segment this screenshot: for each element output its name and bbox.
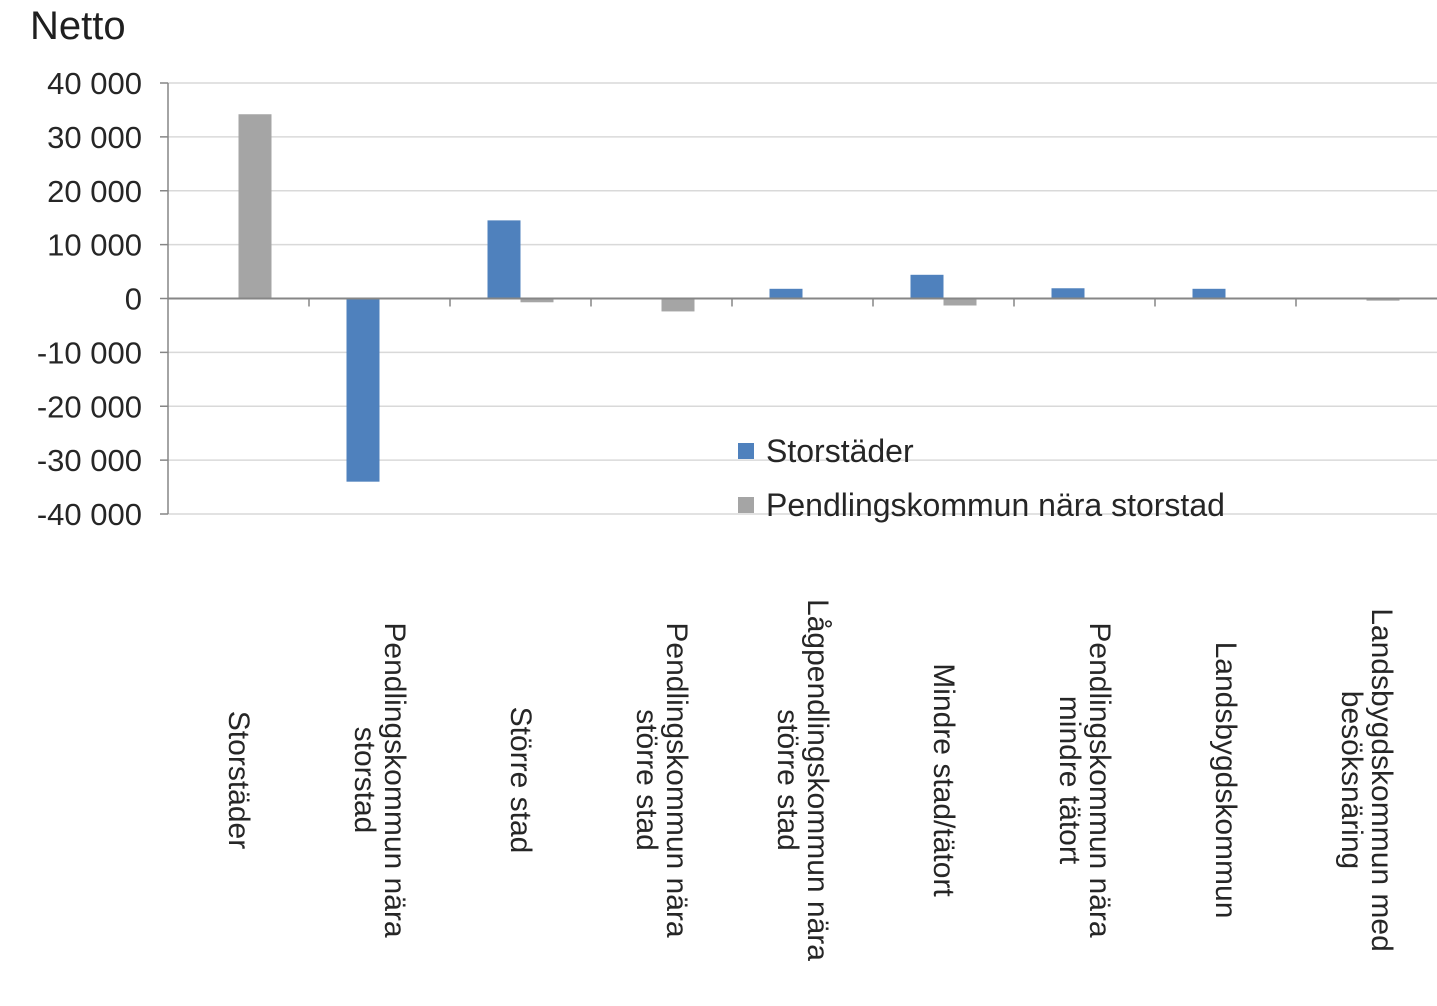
bar-2-0 — [238, 114, 272, 299]
x-tick-label-line: mindre tätort — [1053, 696, 1086, 865]
x-tick-label-line: större stad — [630, 709, 663, 851]
y-tick-label: -30 000 — [37, 443, 142, 478]
x-tick-label-line: Landsbygdskommun — [1209, 642, 1242, 919]
x-axis — [168, 297, 1437, 307]
gridlines — [168, 82, 1437, 515]
y-tick-label: 20 000 — [47, 174, 142, 209]
chart-title: Netto — [30, 4, 126, 48]
bar-2-5 — [943, 298, 977, 306]
x-tick-label-line: Landsbygdskommun med — [1365, 608, 1398, 952]
y-tick-label: -40 000 — [37, 497, 142, 532]
bar-1-5 — [910, 274, 944, 299]
y-tick-label: 10 000 — [47, 228, 142, 263]
y-axis: 40 000 30 000 20 000 10 000 0 -10 000 -20 000 -… — [37, 66, 169, 532]
y-tick-label: 0 — [125, 282, 142, 317]
x-tick-label-line: besöksnäring — [1335, 691, 1368, 869]
bar-2-2 — [520, 298, 554, 303]
legend-label-series-1: Storstäder — [766, 432, 914, 469]
x-tick-label-7: Landsbygdskommun — [1209, 642, 1242, 919]
x-tick-label-line: Pendlingskommun nära — [1083, 622, 1116, 937]
x-tick-label-line: Mindre stad/tätort — [927, 663, 960, 897]
bar-2-3 — [661, 298, 695, 312]
legend-item-series-1: Storstäder — [738, 424, 1225, 478]
bar-1-1 — [346, 298, 380, 482]
legend-swatch-series-1 — [738, 443, 754, 459]
bar-1-7 — [1192, 288, 1226, 299]
legend-swatch-series-2 — [738, 497, 754, 513]
legend-label-series-2: Pendlingskommun nära storstad — [766, 486, 1225, 523]
x-tick-label-line: Pendlingskommun nära — [660, 622, 693, 937]
x-tick-label-line: Pendlingskommun nära — [378, 622, 411, 937]
x-tick-label-line: Större stad — [504, 707, 537, 854]
y-tick-label: -10 000 — [37, 335, 142, 370]
y-tick-label: -20 000 — [37, 389, 142, 424]
x-tick-label-5: Mindre stad/tätort — [927, 663, 960, 897]
legend-item-series-2: Pendlingskommun nära storstad — [738, 478, 1225, 532]
x-tick-label-2: Större stad — [504, 707, 537, 854]
bar-1-2 — [487, 220, 521, 299]
y-tick-label: 40 000 — [47, 66, 142, 101]
x-tick-label-line: Storstäder — [222, 711, 255, 849]
legend: Storstäder Pendlingskommun nära storstad — [738, 424, 1225, 532]
bar-2-8 — [1366, 298, 1400, 301]
x-tick-label-line: storstad — [348, 727, 381, 834]
bars — [238, 114, 1400, 482]
y-tick-label: 30 000 — [47, 120, 142, 155]
x-tick-label-line: större stad — [771, 709, 804, 851]
x-tick-label-line: Lågpendlingskommun nära — [801, 599, 834, 961]
bar-1-4 — [769, 288, 803, 299]
x-tick-label-0: Storstäder — [222, 711, 255, 849]
bar-1-6 — [1051, 288, 1085, 299]
